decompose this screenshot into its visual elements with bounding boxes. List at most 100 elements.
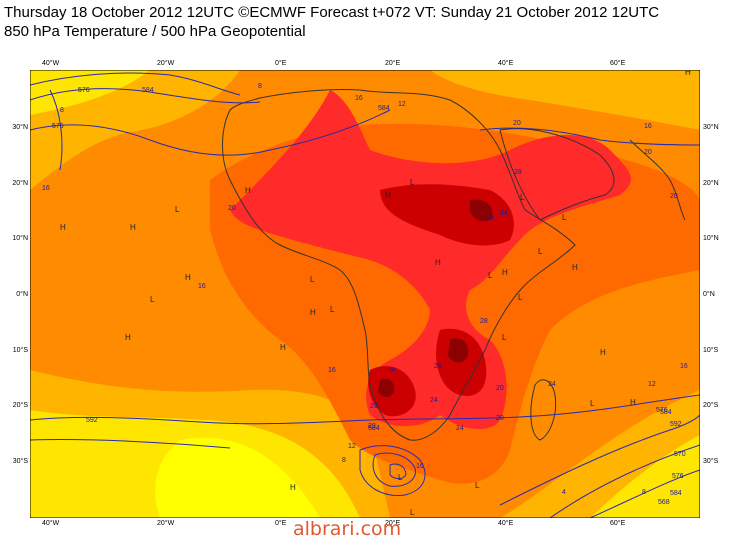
india-coastline [629,139,686,221]
arabia-coastline [499,128,615,221]
temp-band-yellow-nw [30,70,150,115]
contour-label: 20 [496,415,504,422]
pressure-mark: L [175,205,180,214]
contour-label: 592 [670,421,682,428]
lat-label: 10°N [12,235,28,242]
contour-label: 28 [480,318,488,325]
contour-label: 16 [644,123,652,130]
contour-label: 28 [370,403,378,410]
pressure-mark: L [502,333,507,342]
contour-label: 570 [674,451,686,458]
contour-label: 24 [548,381,556,388]
contour-label: 568 [658,499,670,506]
contour-label: 16 [42,185,50,192]
pressure-mark: H [385,191,391,200]
lon-label: 40°E [498,60,514,67]
pressure-mark: H [280,343,286,352]
lat-label: 10°S [703,347,719,354]
contour-label: 12 [648,381,656,388]
lat-label: 0°N [16,291,28,298]
contour-label: 28 [514,169,522,176]
pressure-mark: L [488,271,493,280]
contour-label: 576 [78,87,90,94]
contour-label: 16 [328,367,336,374]
contour-label: 20 [644,149,652,156]
pressure-mark: H [245,186,251,195]
lon-label: 20°W [157,60,175,67]
lon-labels-bottom: 40°W 20°W 0°E 20°E 40°E 60°E [30,520,700,530]
contour-label: 12 [398,101,406,108]
contour-label: 584 [142,87,154,94]
temp-band-dark-red-sahel [380,184,514,246]
lat-label: 30°N [703,124,719,131]
contour-label: 16 [680,363,688,370]
lat-label: 30°S [12,458,28,465]
contour-label: 584 [368,425,380,432]
lat-labels-left: 30°N 20°N 10°N 0°N 10°S 20°S 30°S [4,70,28,518]
contour-label: 8 [60,107,64,114]
lon-label: 20°E [385,60,401,67]
pressure-mark: L [310,275,315,284]
pressure-mark: L [518,293,523,302]
temp-band-light-orange-ne [430,70,700,130]
madagascar-coastline [530,379,557,441]
pressure-mark: L [562,213,567,222]
contour-label: 592 [86,417,98,424]
contour-label: 8 [342,457,346,464]
map-subtitle: 850 hPa Temperature / 500 hPa Geopotenti… [4,23,306,40]
contour-label: 584 [378,105,390,112]
contour-label: 20 [228,205,236,212]
lon-label: 20°W [157,520,175,527]
pressure-mark: H [572,263,578,272]
forecast-map: 576 584 8 576 16 16 12 8 584 20 16 20 16… [12,60,718,527]
lat-label: 20°N [12,180,28,187]
lat-labels-right: 30°N 20°N 10°N 0°N 10°S 20°S 30°S [703,70,730,518]
lat-label: 30°N [12,124,28,131]
pressure-mark: H [600,348,606,357]
pressure-mark: H [185,273,191,282]
contour-label: 584 [660,409,672,416]
pressure-mark: H [60,223,66,232]
pressure-mark: H [125,333,131,342]
contour-label: 576 [656,407,668,414]
pressure-mark: H [290,483,296,492]
pressure-mark: L [150,295,155,304]
contour-label: 20 [496,385,504,392]
contour-label: 24 [388,367,396,374]
contour-label: 8 [258,83,262,90]
lon-label: 40°W [42,520,60,527]
pressure-mark: L [398,473,403,482]
temp-band-deep-red-cores [378,199,493,398]
pressure-mark: H [502,268,508,277]
lat-label: 20°S [703,402,719,409]
africa-coastline [222,88,576,441]
lon-label: 0°E [275,520,287,527]
lat-label: 20°N [703,180,719,187]
contour-label: 24 [500,210,508,217]
contour-label: 576 [52,123,64,130]
pressure-mark: L [410,178,415,187]
temp-band-yellow-se [590,435,700,518]
pressure-mark: L [410,508,415,517]
contour-label: 24 [456,425,464,432]
pressure-mark: H [130,223,136,232]
contour-label: 8 [642,489,646,496]
watermark-text: albrari.com [293,518,402,540]
contour-label: 584 [670,490,682,497]
pressure-mark: L [330,305,335,314]
lon-labels-top: 40°W 20°W 0°E 20°E 40°E 60°E [30,60,700,70]
contour-label: 20 [670,193,678,200]
contour-label: 20 [513,120,521,127]
lat-label: 10°N [703,235,719,242]
contour-label: 24 [430,397,438,404]
temp-band-bright-yellow-sw [155,437,320,518]
pressure-mark: H [310,308,316,317]
map-title: Thursday 18 October 2012 12UTC ©ECMWF Fo… [4,4,660,21]
contour-label: 28 [434,363,442,370]
pressure-mark: L [520,193,525,202]
pressure-mark: L [538,247,543,256]
contour-label: 24 [486,215,494,222]
contour-label: 16 [355,95,363,102]
lat-label: 20°S [12,402,28,409]
lon-label: 40°E [498,520,514,527]
